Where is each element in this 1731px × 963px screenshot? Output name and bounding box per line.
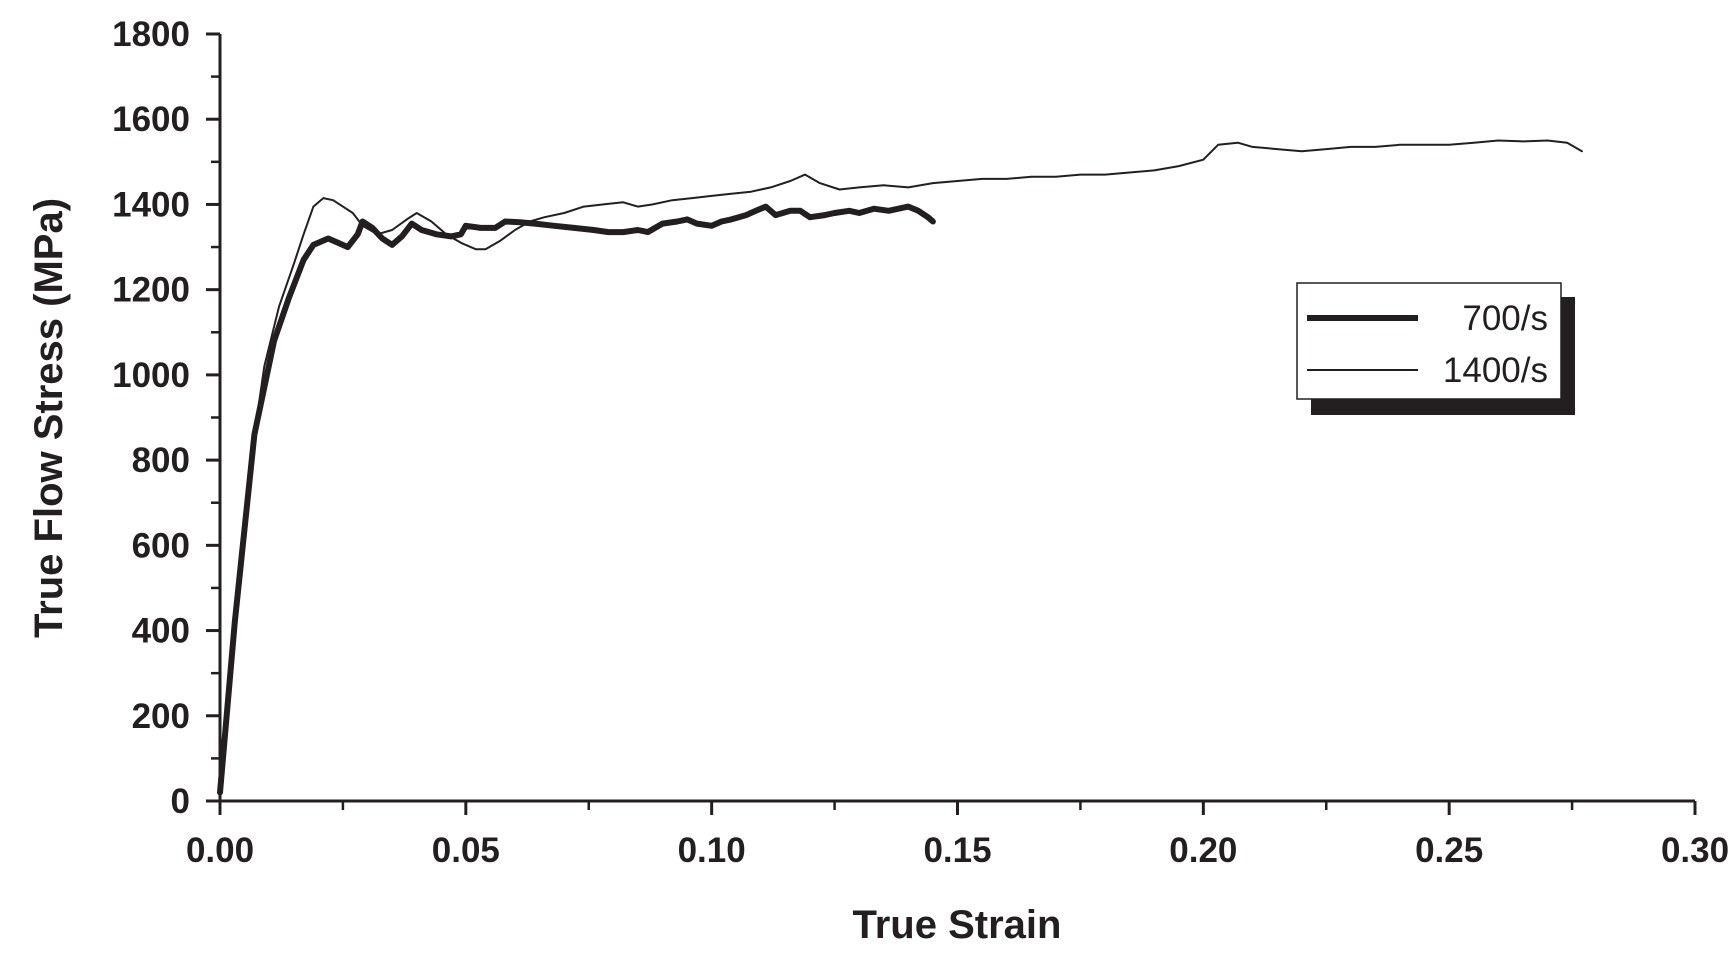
y-tick-label: 0 [171,782,190,821]
x-tick-label: 0.30 [1661,831,1729,870]
y-tick-label: 600 [132,526,190,565]
x-tick-label: 0.20 [1169,831,1237,870]
legend-box [1296,282,1562,400]
x-tick-label: 0.15 [923,831,991,870]
y-tick-label: 1600 [112,100,190,139]
x-axis-title: True Strain [853,903,1062,947]
axis-ticks [206,32,1697,815]
axes [218,34,1695,803]
y-tick-label: 1000 [112,356,190,395]
y-axis-title: True Flow Stress (MPa) [27,198,71,638]
x-tick-label: 0.00 [186,831,254,870]
series-line-700 [217,203,936,796]
legend: 700/s 1400/s [1296,282,1575,415]
x-tick-label: 0.05 [432,831,500,870]
x-tick-label: 0.10 [678,831,746,870]
legend-label-700: 700/s [1462,299,1548,338]
y-tick-label: 1200 [112,271,190,310]
series-lines [217,139,1583,796]
y-tick-label: 1800 [112,15,190,54]
tick-labels: 0.00 0.05 0.10 0.15 0.20 0.25 0.30 0 200 400 600 80… [112,15,1729,870]
series-line-1400 [219,139,1583,790]
y-tick-label: 800 [132,441,190,480]
x-tick-label: 0.25 [1415,831,1483,870]
y-tick-label: 400 [132,612,190,651]
y-tick-label: 1400 [112,185,190,224]
legend-label-1400: 1400/s [1443,351,1548,390]
y-tick-label: 200 [132,697,190,736]
